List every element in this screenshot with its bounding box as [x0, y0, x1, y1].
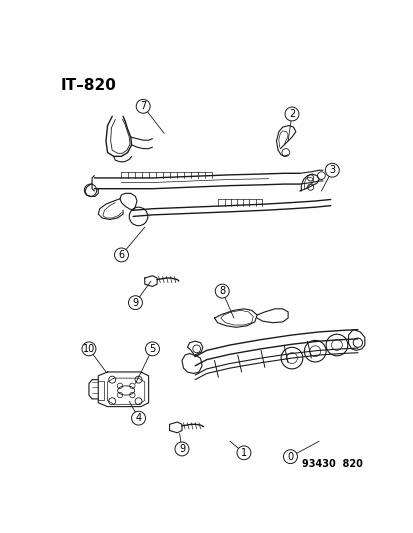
Text: 3: 3 — [328, 165, 335, 175]
Text: 5: 5 — [149, 344, 155, 354]
Text: 1: 1 — [240, 448, 247, 458]
Text: 10: 10 — [83, 344, 95, 354]
Text: 4: 4 — [135, 413, 141, 423]
Text: 0: 0 — [287, 451, 293, 462]
Text: 8: 8 — [218, 286, 225, 296]
Text: 9: 9 — [132, 297, 138, 308]
Text: 7: 7 — [140, 101, 146, 111]
Text: 9: 9 — [178, 444, 185, 454]
Text: 6: 6 — [118, 250, 124, 260]
Text: 2: 2 — [288, 109, 294, 119]
Text: IT–820: IT–820 — [61, 78, 116, 93]
Text: 93430  820: 93430 820 — [301, 459, 363, 469]
